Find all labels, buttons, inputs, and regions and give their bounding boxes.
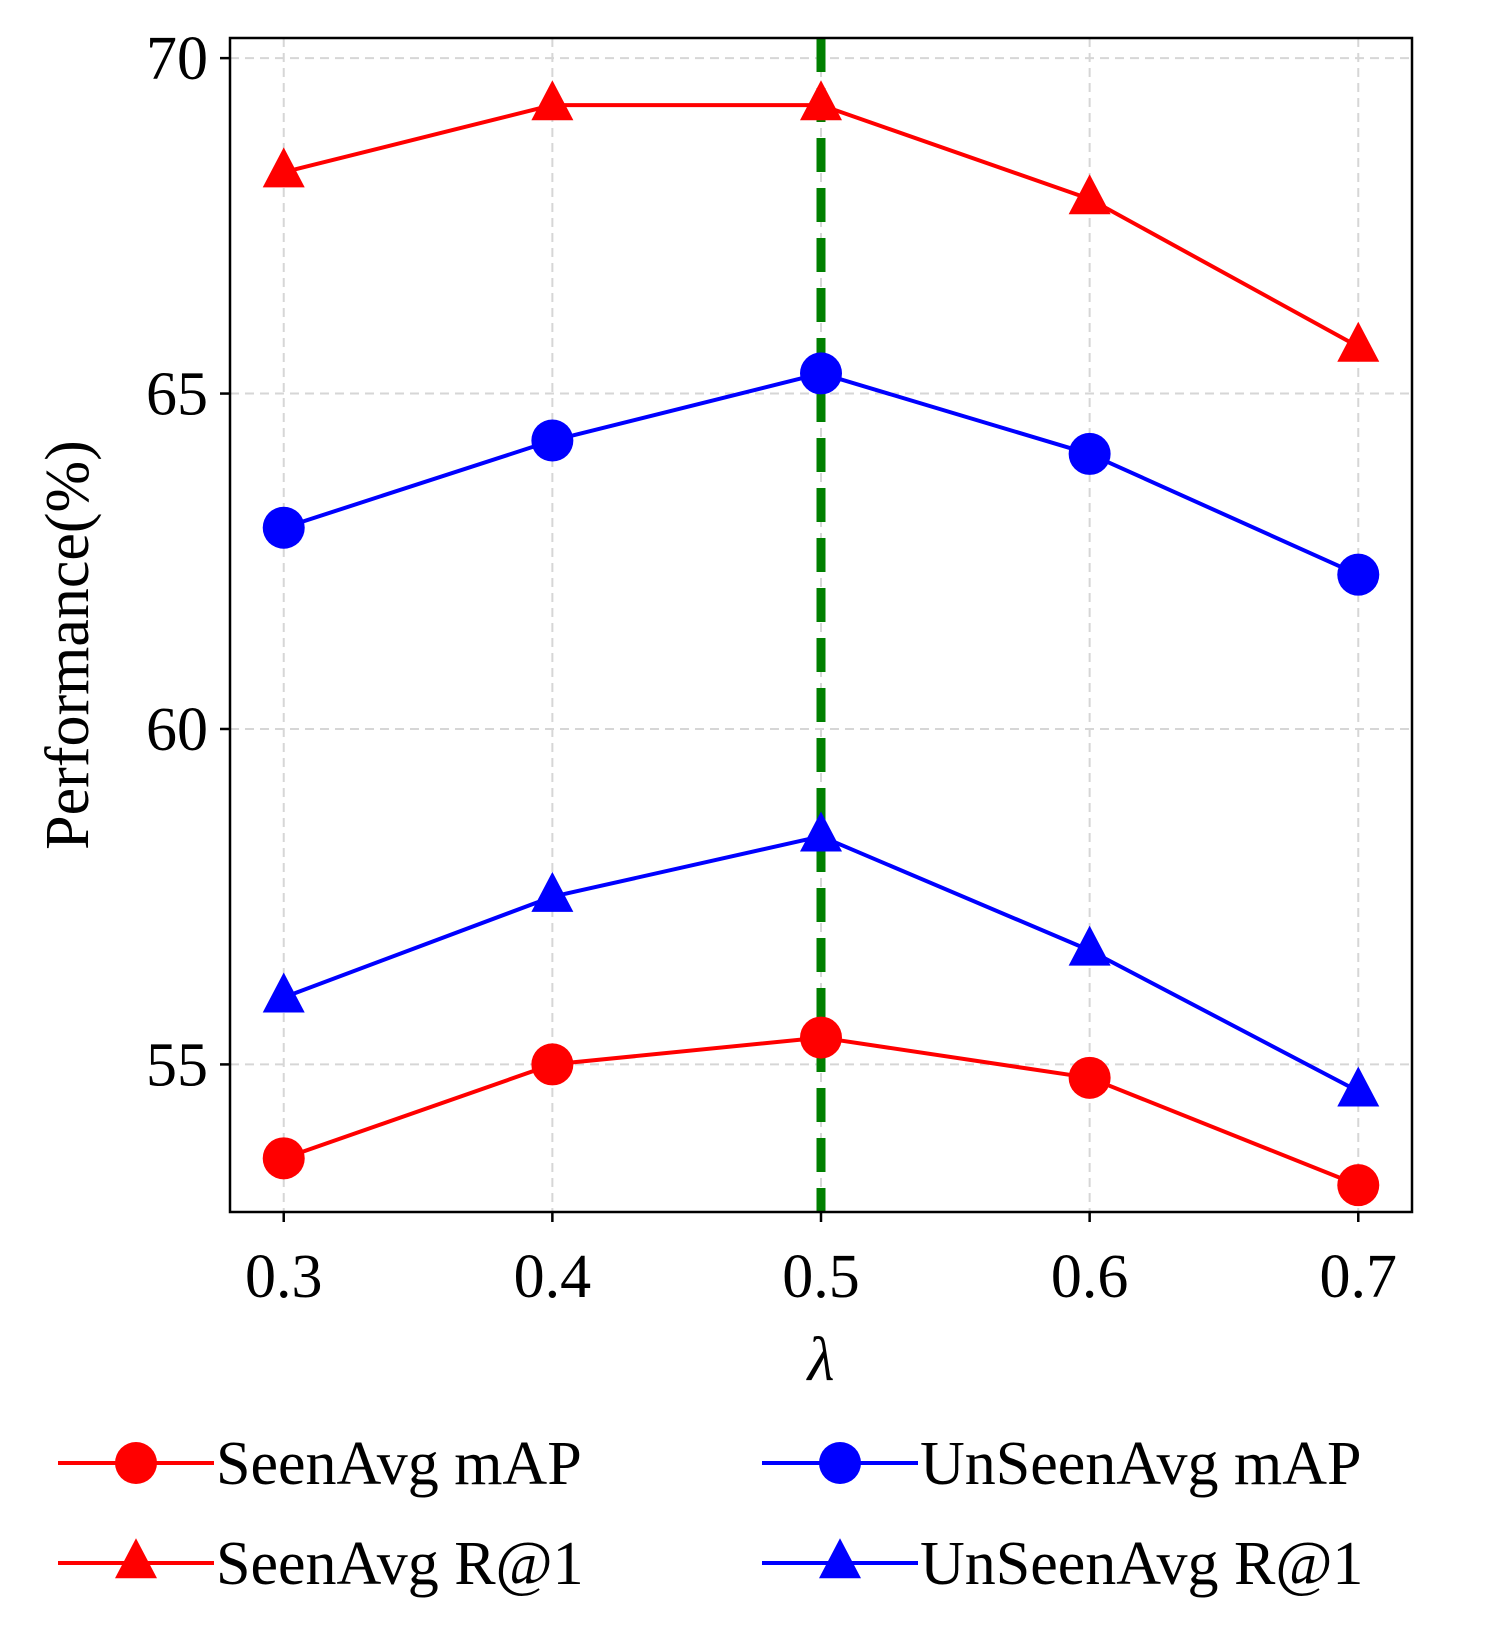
legend-label: SeenAvg R@1 bbox=[216, 1530, 584, 1598]
data-point bbox=[800, 80, 842, 121]
legend-label: SeenAvg mAP bbox=[216, 1430, 582, 1498]
x-tick-label: 0.3 bbox=[245, 1243, 323, 1311]
y-axis-title: Performance(%) bbox=[34, 440, 102, 850]
data-point bbox=[800, 352, 842, 395]
series-seenavg-r-1 bbox=[262, 80, 1380, 362]
data-point bbox=[262, 147, 305, 188]
legend-item: SeenAvg mAP bbox=[58, 1430, 582, 1498]
legend-marker bbox=[819, 1442, 861, 1484]
data-point bbox=[531, 1043, 574, 1086]
legend-marker bbox=[115, 1538, 157, 1579]
y-tick-label: 70 bbox=[146, 25, 208, 93]
legend-item: UnSeenAvg mAP bbox=[762, 1430, 1361, 1498]
series-unseenavg-r-1 bbox=[262, 811, 1380, 1107]
x-tick-label: 0.7 bbox=[1320, 1243, 1398, 1311]
legend-item: UnSeenAvg R@1 bbox=[762, 1530, 1363, 1598]
x-tick-label: 0.4 bbox=[514, 1243, 592, 1311]
data-point bbox=[1068, 174, 1111, 215]
data-point bbox=[262, 506, 305, 549]
data-point bbox=[1068, 925, 1111, 966]
data-point bbox=[262, 1137, 305, 1180]
data-point bbox=[1337, 553, 1380, 596]
series-seenavg-map bbox=[262, 1016, 1380, 1207]
y-tick-label: 65 bbox=[146, 361, 208, 429]
data-point bbox=[531, 871, 574, 912]
legend: SeenAvg mAP UnSeenAvg mAP SeenAvg R@1 UnSee… bbox=[58, 1430, 1363, 1598]
y-tick-label: 55 bbox=[146, 1031, 208, 1099]
data-point bbox=[1068, 432, 1111, 475]
x-axis-title: λ bbox=[806, 1326, 835, 1394]
legend-label: UnSeenAvg R@1 bbox=[920, 1530, 1363, 1598]
legend-marker bbox=[819, 1538, 861, 1579]
data-point bbox=[1337, 1066, 1380, 1107]
data-point bbox=[1337, 321, 1380, 362]
legend-marker bbox=[115, 1442, 157, 1484]
data-point bbox=[262, 972, 305, 1013]
axis-ticks: 0.3 0.4 0.5 0.6 0.7 55 60 65 70 bbox=[146, 25, 1397, 1311]
x-tick-label: 0.5 bbox=[782, 1243, 860, 1311]
series-group bbox=[262, 80, 1380, 1207]
x-tick-label: 0.6 bbox=[1051, 1243, 1129, 1311]
series-unseenavg-map bbox=[262, 352, 1380, 596]
data-point bbox=[800, 811, 842, 852]
data-point bbox=[1068, 1056, 1111, 1099]
data-point bbox=[531, 80, 574, 121]
data-point bbox=[531, 419, 574, 462]
legend-item: SeenAvg R@1 bbox=[58, 1530, 584, 1598]
legend-label: UnSeenAvg mAP bbox=[920, 1430, 1361, 1498]
data-point bbox=[800, 1016, 842, 1059]
data-point bbox=[1337, 1164, 1380, 1207]
y-tick-label: 60 bbox=[146, 696, 208, 764]
